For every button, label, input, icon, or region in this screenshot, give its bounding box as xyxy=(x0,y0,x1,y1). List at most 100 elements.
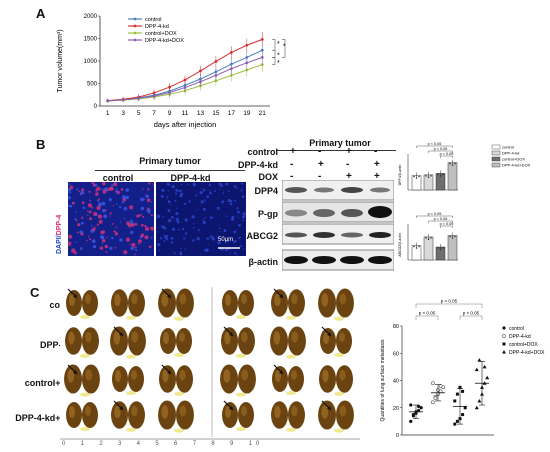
data-point xyxy=(442,173,444,176)
dpp4-signal xyxy=(97,214,103,219)
data-point xyxy=(418,245,420,248)
metastasis-arrowhead xyxy=(327,332,331,336)
dapi-nucleus xyxy=(202,188,206,192)
lung-lobe xyxy=(176,365,193,393)
metastasis-arrowhead xyxy=(119,332,123,336)
dapi-nucleus xyxy=(125,188,129,192)
dapi-nucleus xyxy=(150,201,153,203)
y-tick-label: 0 xyxy=(396,433,399,439)
dapi-nucleus xyxy=(122,195,126,199)
data-point xyxy=(482,364,487,369)
y-tick-label: 80 xyxy=(393,324,399,330)
lung-highlight xyxy=(291,370,297,380)
y-axis-title: Quantities of lung surface metastasis xyxy=(380,339,386,421)
row-label-control-dox: control+DOX xyxy=(24,378,80,388)
dpp4-signal xyxy=(129,205,134,210)
dapi-nucleus xyxy=(183,202,187,206)
lung-highlight xyxy=(241,406,247,416)
dapi-nucleus xyxy=(80,190,85,195)
bar xyxy=(447,162,458,191)
scale-bar-label: 50μm xyxy=(218,237,234,243)
dapi-nucleus xyxy=(223,229,226,232)
legend-swatch xyxy=(491,150,501,156)
dapi-nucleus xyxy=(207,243,209,245)
data-point xyxy=(453,422,457,426)
lung-lobe xyxy=(336,400,354,430)
data-point xyxy=(430,237,432,239)
if-microscopy-images xyxy=(68,182,246,256)
lung-highlight xyxy=(241,331,248,343)
dapi-nucleus xyxy=(181,190,183,192)
dapi-nucleus xyxy=(194,210,196,212)
lung-highlight xyxy=(68,331,75,345)
metastasis-arrowhead xyxy=(119,406,123,410)
dapi-nucleus xyxy=(161,188,165,192)
dapi-nucleus xyxy=(163,239,166,242)
dapi-nucleus xyxy=(96,199,99,202)
lung-photographs xyxy=(60,287,360,449)
data-point xyxy=(418,175,420,178)
data-point xyxy=(427,238,430,241)
dpp4-signal xyxy=(112,205,114,207)
dapi-nucleus xyxy=(179,251,182,254)
lung-highlight xyxy=(85,406,91,416)
dapi-nucleus xyxy=(217,241,221,245)
if-col-dpp4kd: DPP-4-kd xyxy=(170,173,211,183)
dapi-nucleus xyxy=(80,221,84,225)
dpp4-signal xyxy=(105,250,108,253)
sig-bracket xyxy=(428,220,453,223)
dpp4-signal xyxy=(104,244,109,249)
lung-highlight xyxy=(69,406,75,418)
lung-lobe xyxy=(336,288,354,318)
dpp4-signal xyxy=(115,226,118,228)
dpp4-label: DPP-4 xyxy=(56,214,63,236)
dapi-nucleus xyxy=(167,209,171,213)
dapi-nucleus xyxy=(175,207,178,209)
dpp4-signal xyxy=(91,225,93,227)
dapi-nucleus xyxy=(94,183,98,187)
lung-highlight xyxy=(85,369,93,381)
dapi-nucleus xyxy=(184,232,188,235)
data-point xyxy=(451,237,454,239)
dpp4-signal xyxy=(81,188,85,192)
lung-highlight xyxy=(85,331,92,343)
dpp4-signal xyxy=(140,223,144,227)
data-point xyxy=(106,99,110,103)
wb-sign: + xyxy=(374,158,380,170)
lung-highlight xyxy=(67,369,75,383)
dapi-nucleus xyxy=(192,239,195,242)
legend-label: DPP-4-kd+DOX xyxy=(145,38,184,44)
dapi-nucleus xyxy=(242,212,246,216)
sig-bracket xyxy=(272,57,276,65)
sig-bracket xyxy=(459,315,483,320)
row-label-dpp4kd: DPP-4-kd xyxy=(39,340,80,350)
dapi-nucleus xyxy=(175,192,178,195)
legend-marker xyxy=(133,38,137,42)
dpp4-signal xyxy=(113,230,115,233)
lung-highlight xyxy=(179,332,185,342)
dpp4-signal xyxy=(78,190,81,193)
dpp4-signal xyxy=(114,247,117,249)
legend-marker xyxy=(502,342,506,346)
bar xyxy=(447,235,458,261)
lung-highlight xyxy=(339,332,345,342)
metastasis-arrowhead xyxy=(167,294,171,298)
dpp4-signal xyxy=(113,182,118,187)
data-point xyxy=(229,67,233,71)
dapi-nucleus xyxy=(163,235,167,238)
dpp4-signal xyxy=(68,241,72,246)
dapi-nucleus xyxy=(103,214,108,219)
legend-marker xyxy=(133,24,137,28)
data-point xyxy=(455,392,459,396)
dapi-nucleus xyxy=(92,239,96,244)
dapi-nucleus xyxy=(123,206,128,211)
lung-lobe xyxy=(128,289,145,317)
data-point xyxy=(430,381,435,386)
dapi-nucleus xyxy=(100,188,103,191)
dpp4-signal xyxy=(92,227,96,231)
dpp4-signal xyxy=(88,210,92,214)
data-point xyxy=(427,176,430,179)
dapi-nucleus xyxy=(238,224,241,227)
metastasis-arrowhead xyxy=(167,370,171,374)
